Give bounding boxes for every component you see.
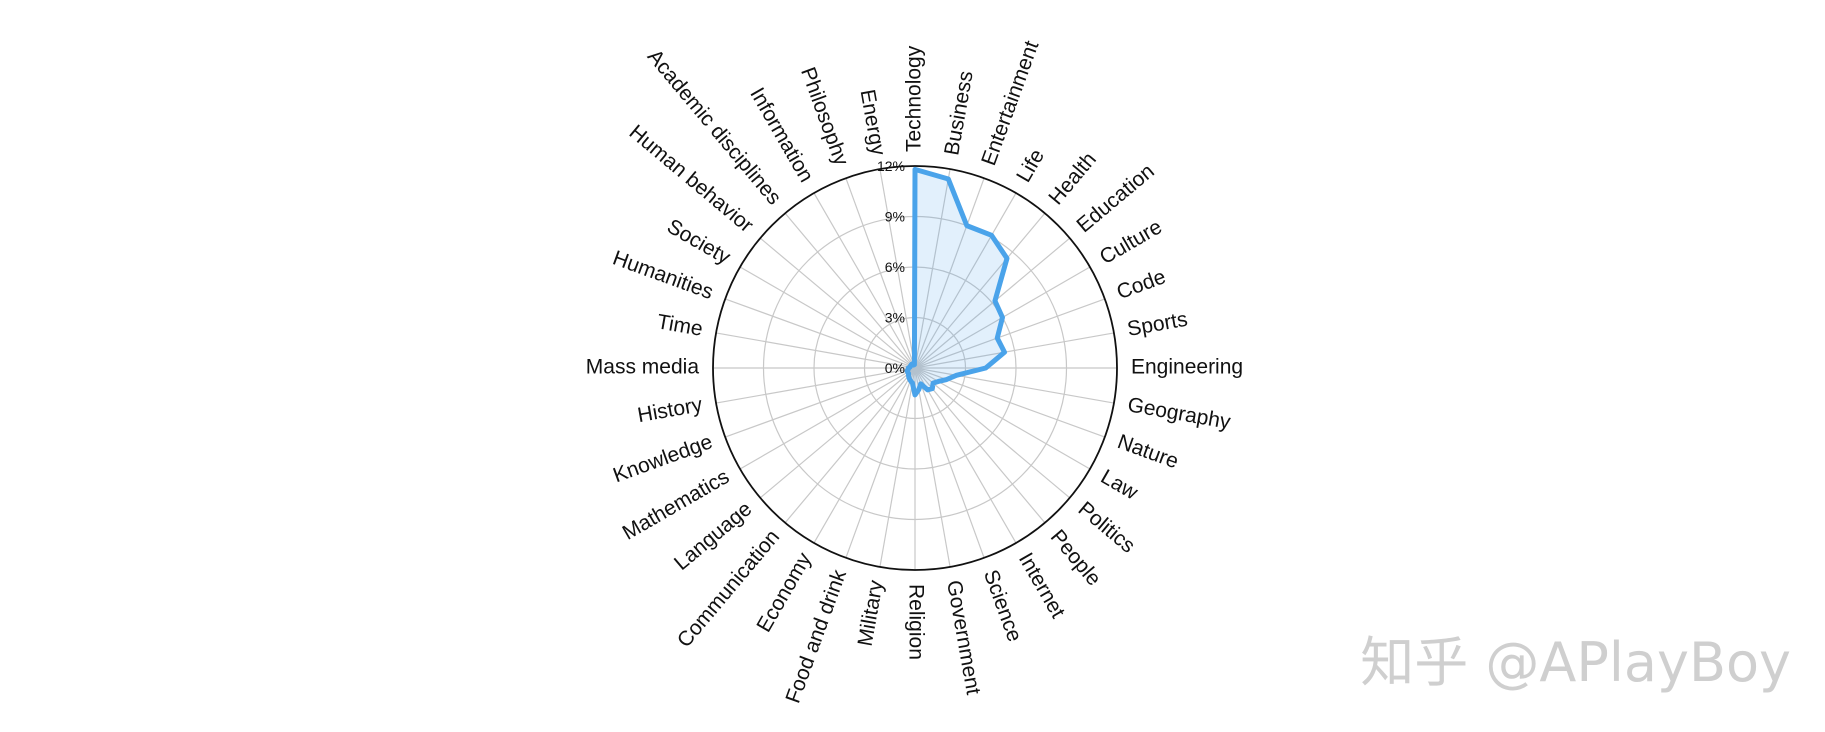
grid-spoke <box>813 367 916 544</box>
grid-spoke <box>879 367 916 568</box>
outer-ring <box>712 165 1118 571</box>
grid-spoke <box>715 367 916 404</box>
category-label: Law <box>1097 465 1143 505</box>
radar-grid <box>712 165 1118 571</box>
category-label: Sports <box>1126 308 1190 341</box>
radial-tick-label: 9% <box>885 209 905 225</box>
category-label: Time <box>655 310 704 341</box>
grid-spoke <box>914 212 1046 369</box>
grid-spoke <box>784 367 916 524</box>
grid-spoke <box>845 177 916 369</box>
grid-spoke <box>759 367 916 499</box>
category-label: Internet <box>1014 549 1070 622</box>
grid-spoke <box>914 367 1091 470</box>
grid-spoke <box>914 168 951 369</box>
category-label: People <box>1046 525 1106 590</box>
grid-spoke <box>914 367 985 559</box>
grid-spoke <box>914 298 1106 369</box>
category-label: Technology <box>903 45 926 152</box>
grid-spoke <box>914 177 985 369</box>
category-label: Health <box>1044 148 1101 209</box>
category-label: Nature <box>1114 430 1181 473</box>
grid-spoke <box>914 367 1017 544</box>
grid-spoke <box>813 192 916 369</box>
grid-spoke <box>724 367 916 438</box>
radial-tick-label: 3% <box>885 310 905 326</box>
category-label: Science <box>979 567 1026 645</box>
category-label: History <box>636 393 705 427</box>
grid-spoke <box>879 168 916 369</box>
radar-series-layer <box>904 166 1010 398</box>
category-label: Military <box>854 578 888 648</box>
grid-spoke <box>914 332 1115 369</box>
category-label: Business <box>940 69 977 157</box>
radial-tick-labels: 0% 3% 6% 9% 12% <box>877 158 905 376</box>
series-polygon <box>904 166 1010 398</box>
radial-tick-label: 0% <box>885 360 905 376</box>
grid-spoke <box>914 367 1071 499</box>
grid-spoke <box>914 237 1071 369</box>
category-label: Energy <box>856 88 890 158</box>
category-label: Religion <box>904 584 927 660</box>
grid-spoke <box>759 237 916 369</box>
category-label: Culture <box>1096 215 1166 269</box>
radial-tick-label: 12% <box>877 158 905 174</box>
grid-spoke <box>715 332 916 369</box>
category-label: Code <box>1114 265 1169 304</box>
category-label: Life <box>1012 145 1049 186</box>
grid-spoke <box>724 298 916 369</box>
radial-tick-label: 6% <box>885 259 905 275</box>
category-label: Mass media <box>586 356 700 379</box>
grid-spoke <box>914 367 951 568</box>
grid-spoke <box>914 367 1046 524</box>
category-label: Society <box>663 215 735 270</box>
grid-spoke <box>845 367 916 559</box>
grid-spoke <box>739 367 916 470</box>
watermark-text: 知乎 @APlayBoy <box>1360 631 1791 694</box>
grid-spoke <box>914 192 1017 369</box>
grid-spoke <box>784 212 916 369</box>
grid-spoke <box>739 266 916 369</box>
category-label: Government <box>942 579 985 697</box>
grid-spoke <box>914 367 1115 404</box>
category-label: Engineering <box>1131 356 1243 379</box>
category-label: Geography <box>1126 393 1233 434</box>
